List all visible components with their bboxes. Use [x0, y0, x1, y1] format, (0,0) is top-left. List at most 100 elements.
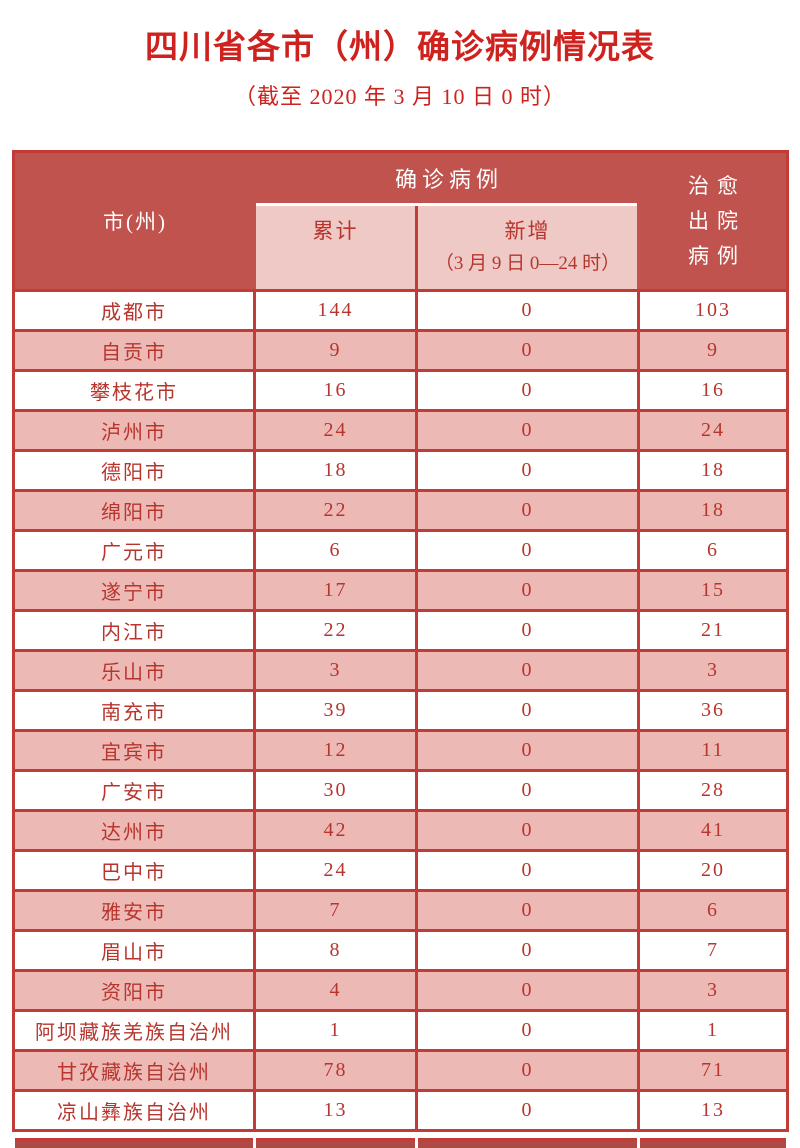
- header-cured-line: 治愈: [688, 173, 746, 198]
- city-cell: 内江市: [15, 612, 253, 649]
- city-cell: 南充市: [15, 692, 253, 729]
- header-new-label: 新增: [504, 219, 551, 243]
- cured-cell: 6: [640, 892, 786, 929]
- city-cell: 甘孜藏族自治州: [15, 1052, 253, 1089]
- cumulative-cell: 18: [256, 452, 415, 489]
- new-cell: 0: [418, 1092, 637, 1129]
- cumulative-cell: 78: [256, 1052, 415, 1089]
- table-row: 遂宁市 17 0 15: [15, 572, 786, 609]
- header-cured-discharged: 治愈 出院 病例: [640, 153, 786, 289]
- cured-cell: 3: [640, 652, 786, 689]
- cumulative-cell: 16: [256, 372, 415, 409]
- cured-cell: 15: [640, 572, 786, 609]
- cumulative-cell: 24: [256, 852, 415, 889]
- header-confirmed-cases: 确诊病例: [394, 167, 503, 192]
- city-cell: 自贡市: [15, 332, 253, 369]
- table-row: 资阳市 4 0 3: [15, 972, 786, 1009]
- table-row: 自贡市 9 0 9: [15, 332, 786, 369]
- new-cell: 0: [418, 652, 637, 689]
- new-cell: 0: [418, 852, 637, 889]
- cured-cell: 71: [640, 1052, 786, 1089]
- table-row: 甘孜藏族自治州 78 0 71: [15, 1052, 786, 1089]
- city-cell: 德阳市: [15, 452, 253, 489]
- table-row: 达州市 42 0 41: [15, 812, 786, 849]
- new-cell: 0: [418, 412, 637, 449]
- cases-table: 市(州) 确诊病例 累计 新增 （3 月 9 日 0—24 时） 治愈 出院 病…: [12, 150, 789, 1132]
- cumulative-cell: 4: [256, 972, 415, 1009]
- city-cell: 雅安市: [15, 892, 253, 929]
- cumulative-cell: 22: [256, 612, 415, 649]
- cumulative-cell: 7: [256, 892, 415, 929]
- header-subrow: 累计 新增 （3 月 9 日 0—24 时）: [256, 203, 637, 289]
- new-cell: 0: [418, 572, 637, 609]
- table-row: 绵阳市 22 0 18: [15, 492, 786, 529]
- cumulative-cell: 24: [256, 412, 415, 449]
- cured-cell: 11: [640, 732, 786, 769]
- page-title: 四川省各市（州）确诊病例情况表: [145, 28, 655, 65]
- table-row: 凉山彝族自治州 13 0 13: [15, 1092, 786, 1129]
- table-row: 巴中市 24 0 20: [15, 852, 786, 889]
- cured-cell: 3: [640, 972, 786, 1009]
- new-cell: 0: [418, 452, 637, 489]
- table-row: 乐山市 3 0 3: [15, 652, 786, 689]
- table-row: 成都市 144 0 103: [15, 292, 786, 329]
- new-cell: 0: [418, 372, 637, 409]
- cumulative-cell: 12: [256, 732, 415, 769]
- new-cell: 0: [418, 772, 637, 809]
- cutoff-total-row: [12, 1138, 789, 1148]
- cumulative-cell: 13: [256, 1092, 415, 1129]
- new-cell: 0: [418, 692, 637, 729]
- cured-cell: 28: [640, 772, 786, 809]
- city-cell: 成都市: [15, 292, 253, 329]
- cutoff-cell: [256, 1138, 415, 1148]
- new-cell: 0: [418, 492, 637, 529]
- header-cured-line: 病例: [688, 243, 746, 268]
- cured-cell: 1: [640, 1012, 786, 1049]
- table-row: 宜宾市 12 0 11: [15, 732, 786, 769]
- new-cell: 0: [418, 932, 637, 969]
- new-cell: 0: [418, 332, 637, 369]
- cumulative-cell: 42: [256, 812, 415, 849]
- header-new-period: （3 月 9 日 0—24 时）: [434, 253, 621, 274]
- city-cell: 绵阳市: [15, 492, 253, 529]
- cured-cell: 21: [640, 612, 786, 649]
- cumulative-cell: 3: [256, 652, 415, 689]
- city-cell: 遂宁市: [15, 572, 253, 609]
- city-cell: 巴中市: [15, 852, 253, 889]
- new-cell: 0: [418, 1052, 637, 1089]
- new-cell: 0: [418, 292, 637, 329]
- new-cell: 0: [418, 612, 637, 649]
- table-row: 德阳市 18 0 18: [15, 452, 786, 489]
- cured-cell: 16: [640, 372, 786, 409]
- city-cell: 广安市: [15, 772, 253, 809]
- city-cell: 眉山市: [15, 932, 253, 969]
- cumulative-cell: 6: [256, 532, 415, 569]
- cured-cell: 6: [640, 532, 786, 569]
- cumulative-cell: 39: [256, 692, 415, 729]
- cured-cell: 36: [640, 692, 786, 729]
- cumulative-cell: 22: [256, 492, 415, 529]
- header-new: 新增 （3 月 9 日 0—24 时）: [418, 206, 637, 289]
- table-row: 广元市 6 0 6: [15, 532, 786, 569]
- cumulative-cell: 1: [256, 1012, 415, 1049]
- city-cell: 泸州市: [15, 412, 253, 449]
- table-row: 阿坝藏族羌族自治州 1 0 1: [15, 1012, 786, 1049]
- header-city: 市(州): [103, 210, 167, 234]
- table-row: 泸州市 24 0 24: [15, 412, 786, 449]
- cured-cell: 18: [640, 492, 786, 529]
- cumulative-cell: 30: [256, 772, 415, 809]
- page-subtitle: （截至 2020 年 3 月 10 日 0 时）: [233, 84, 566, 109]
- city-cell: 资阳市: [15, 972, 253, 1009]
- cutoff-cell: [418, 1138, 637, 1148]
- cured-cell: 7: [640, 932, 786, 969]
- new-cell: 0: [418, 892, 637, 929]
- table-row: 攀枝花市 16 0 16: [15, 372, 786, 409]
- cured-cell: 20: [640, 852, 786, 889]
- table-row: 眉山市 8 0 7: [15, 932, 786, 969]
- cumulative-cell: 17: [256, 572, 415, 609]
- city-cell: 广元市: [15, 532, 253, 569]
- cured-cell: 103: [640, 292, 786, 329]
- cured-cell: 24: [640, 412, 786, 449]
- cumulative-cell: 8: [256, 932, 415, 969]
- city-cell: 凉山彝族自治州: [15, 1092, 253, 1129]
